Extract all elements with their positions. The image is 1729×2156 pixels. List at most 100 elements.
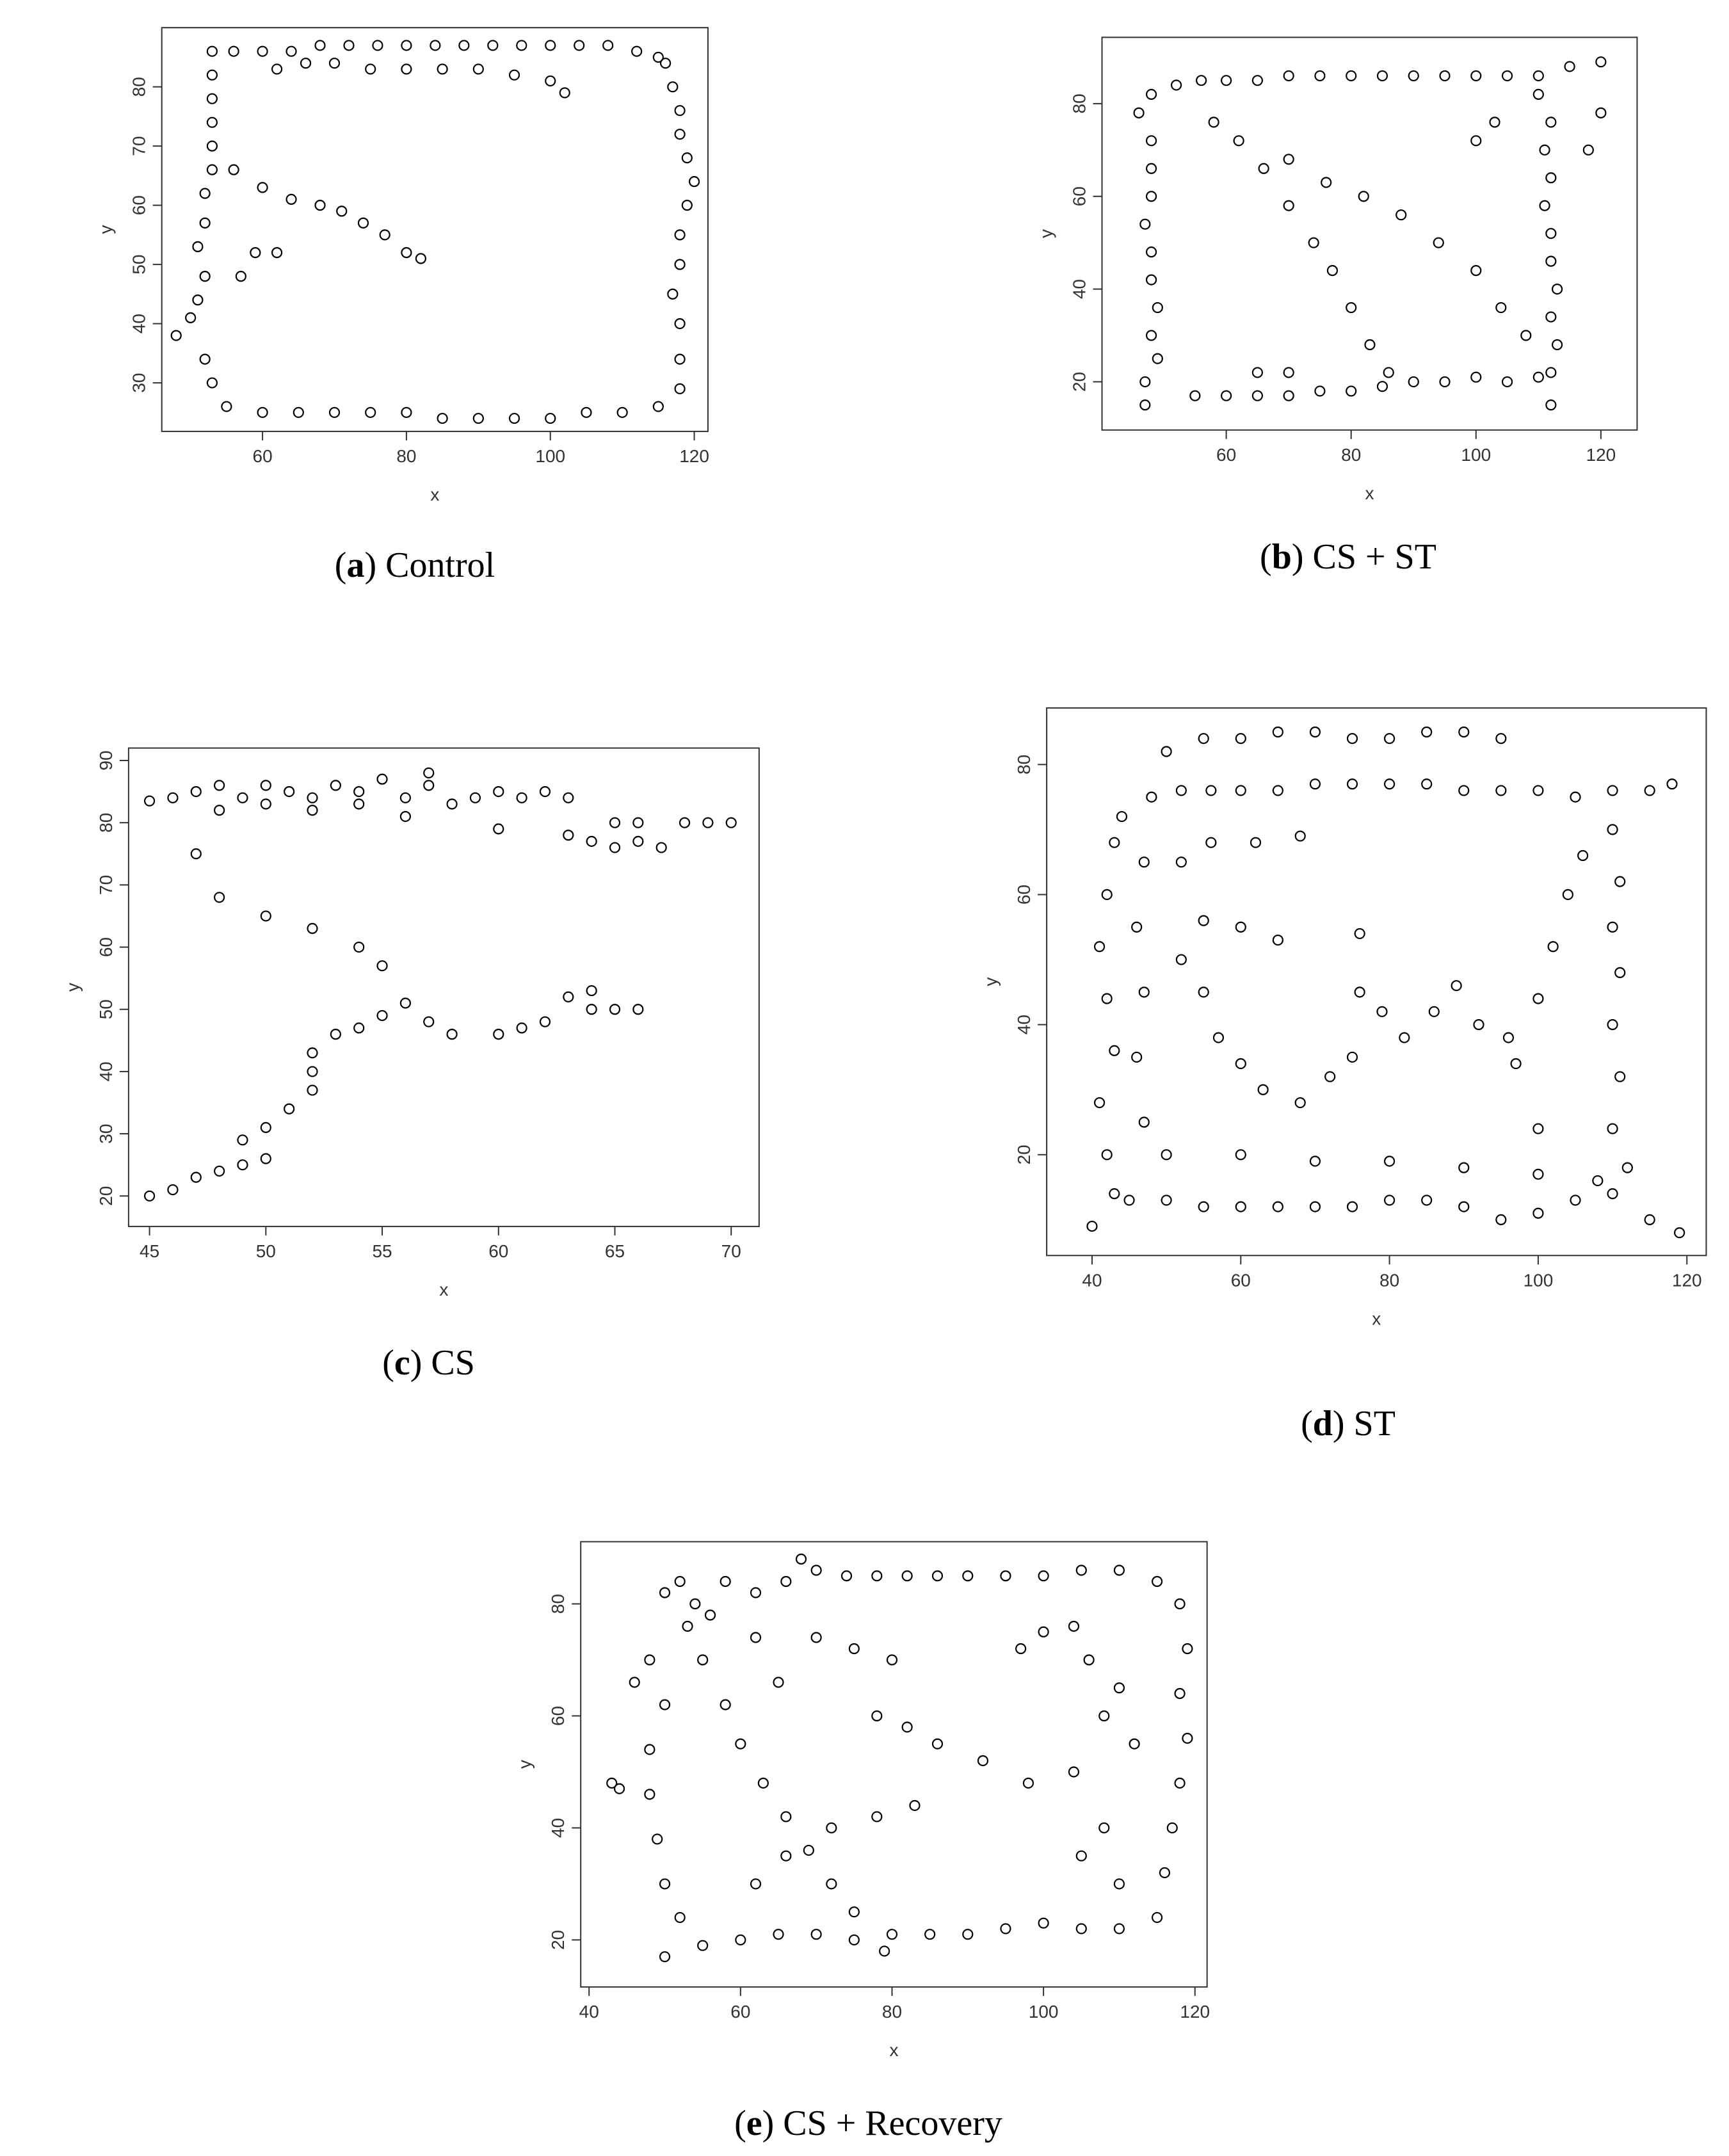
point <box>1272 1201 1283 1212</box>
point <box>1151 1575 1163 1588</box>
point <box>1208 117 1219 128</box>
point <box>1152 302 1163 314</box>
y-axis-label: y <box>63 983 83 992</box>
point <box>1489 117 1500 128</box>
point <box>1384 1195 1395 1206</box>
point <box>307 922 318 934</box>
point <box>1644 1214 1655 1226</box>
point <box>1545 172 1557 184</box>
point <box>271 247 283 259</box>
point <box>228 164 239 175</box>
panel-label: e <box>746 2104 762 2143</box>
point <box>629 1677 640 1688</box>
point <box>399 810 411 823</box>
plot-frame <box>1046 707 1707 1257</box>
point <box>1101 889 1113 901</box>
point <box>1146 791 1157 803</box>
point <box>1000 1570 1011 1582</box>
point <box>1309 726 1321 738</box>
x-tick-label: 70 <box>721 1241 741 1261</box>
point <box>1545 399 1557 411</box>
point <box>237 1134 248 1146</box>
point <box>472 412 484 424</box>
point <box>1644 785 1655 796</box>
point <box>1152 353 1163 364</box>
point <box>659 1878 671 1890</box>
x-tick-label: 100 <box>1029 2002 1059 2022</box>
point <box>1439 376 1451 388</box>
point <box>260 1122 271 1133</box>
point <box>931 1738 944 1750</box>
caption: (e) CS + Recovery <box>734 2104 1002 2143</box>
point <box>886 1654 898 1666</box>
point <box>1145 191 1157 202</box>
panel: 40 60 80 100 120 20 40 60 80 x y (e) CS + Recovery <box>515 1541 1210 2143</box>
point <box>1101 993 1113 1004</box>
point <box>1175 954 1187 965</box>
panel-label: a <box>346 545 364 585</box>
point <box>185 312 197 323</box>
point <box>214 780 225 791</box>
point <box>977 1755 989 1767</box>
x-tick-label: 65 <box>605 1241 625 1261</box>
point <box>1257 1084 1269 1095</box>
point <box>1113 1682 1125 1694</box>
point <box>586 1004 597 1015</box>
x-axis-label: x <box>1372 1308 1381 1328</box>
point <box>250 247 261 259</box>
plot-frame <box>580 1541 1208 1988</box>
y-tick-label: 50 <box>96 999 116 1019</box>
point <box>674 259 686 270</box>
point <box>682 1620 693 1632</box>
point <box>886 1929 898 1940</box>
point <box>697 1654 709 1666</box>
point <box>1198 915 1209 926</box>
point <box>493 1029 504 1040</box>
point <box>1174 1687 1186 1700</box>
point <box>1421 1195 1433 1206</box>
x-tick-label: 80 <box>1379 1270 1399 1290</box>
point <box>1545 117 1557 128</box>
point <box>1272 934 1283 946</box>
point <box>1139 399 1151 411</box>
point <box>1510 1058 1522 1070</box>
point <box>1294 830 1306 842</box>
point <box>1539 200 1550 211</box>
x-tick-label: 100 <box>535 446 565 466</box>
x-tick-label: 80 <box>396 446 416 466</box>
point <box>1131 921 1143 933</box>
y-tick-label: 80 <box>548 1594 568 1614</box>
caption-paren: ( <box>734 2104 746 2143</box>
point <box>1346 778 1358 790</box>
point <box>1309 778 1321 790</box>
point <box>235 271 246 282</box>
point <box>810 1632 822 1643</box>
point <box>720 1575 731 1588</box>
point <box>257 182 268 193</box>
point <box>1408 70 1419 82</box>
point <box>1138 857 1150 868</box>
point <box>1075 1565 1087 1576</box>
point <box>1196 75 1207 86</box>
y-axis-label: y <box>1036 229 1056 238</box>
point <box>674 1911 686 1924</box>
point <box>493 785 504 798</box>
point <box>1235 1058 1246 1070</box>
point <box>307 792 318 803</box>
point <box>1470 371 1482 383</box>
point <box>1161 1149 1172 1161</box>
point <box>879 1945 890 1957</box>
y-tick-label: 20 <box>96 1186 116 1206</box>
point <box>609 842 621 853</box>
point <box>1294 1097 1306 1109</box>
point <box>1321 177 1332 188</box>
point <box>508 69 520 81</box>
point <box>632 817 644 828</box>
point <box>704 1609 716 1621</box>
caption-paren: ( <box>1301 1404 1313 1444</box>
point <box>586 985 597 997</box>
point <box>237 1159 248 1171</box>
point <box>1473 1019 1484 1031</box>
point <box>285 193 297 205</box>
point <box>697 1940 709 1951</box>
